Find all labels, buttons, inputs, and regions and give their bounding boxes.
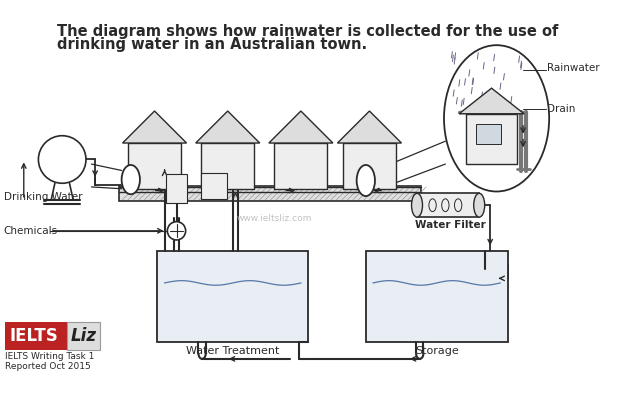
Text: Chemicals: Chemicals	[4, 226, 58, 236]
Bar	[157, 251, 308, 342]
Bar	[4, 322, 67, 350]
Text: Drain: Drain	[547, 104, 575, 114]
Text: Water Treatment: Water Treatment	[186, 346, 280, 356]
Text: IELTS: IELTS	[9, 327, 58, 345]
Text: Storage: Storage	[415, 346, 458, 356]
Bar	[67, 322, 100, 350]
Bar	[366, 251, 508, 342]
Circle shape	[167, 222, 186, 240]
Ellipse shape	[474, 193, 484, 217]
Polygon shape	[269, 111, 333, 143]
Polygon shape	[196, 111, 260, 143]
Text: IELTS Writing Task 1
Reported Oct 2015: IELTS Writing Task 1 Reported Oct 2015	[4, 352, 94, 371]
Text: www.ieltsliz.com: www.ieltsliz.com	[237, 215, 312, 223]
Bar	[476, 124, 501, 144]
Text: Water Filter: Water Filter	[415, 220, 486, 230]
Polygon shape	[122, 111, 186, 143]
Bar	[119, 186, 420, 200]
Ellipse shape	[122, 165, 140, 194]
Bar	[417, 193, 479, 217]
Bar	[201, 143, 254, 189]
Bar	[467, 114, 516, 164]
Bar	[128, 143, 181, 189]
Polygon shape	[337, 111, 401, 143]
Circle shape	[38, 136, 86, 183]
Bar	[343, 143, 396, 189]
Text: Rainwater: Rainwater	[547, 63, 600, 73]
Ellipse shape	[412, 193, 422, 217]
Text: drinking water in an Australian town.: drinking water in an Australian town.	[57, 37, 367, 52]
Text: The diagram shows how rainwater is collected for the use of: The diagram shows how rainwater is colle…	[57, 24, 558, 39]
Bar	[166, 174, 186, 203]
Polygon shape	[459, 88, 524, 114]
Bar	[275, 143, 328, 189]
Bar	[201, 173, 227, 199]
Text: Liz: Liz	[70, 327, 96, 345]
Text: Drinking Water: Drinking Water	[4, 193, 82, 203]
Ellipse shape	[356, 165, 375, 196]
